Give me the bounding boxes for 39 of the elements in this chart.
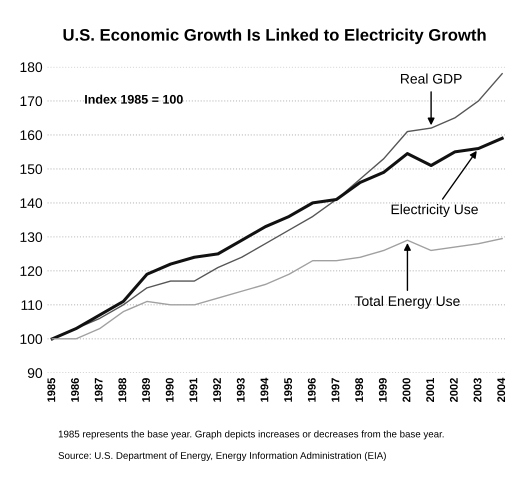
x-tick-label: 1996 bbox=[308, 378, 316, 402]
x-tick-label: 1992 bbox=[213, 378, 221, 402]
x-tick-label: 1995 bbox=[284, 378, 292, 402]
annotation: Total Energy Use bbox=[354, 296, 460, 309]
y-tick-label: 120 bbox=[20, 266, 42, 276]
x-tick-label: 1999 bbox=[378, 378, 387, 402]
x-tick-label: 1989 bbox=[142, 378, 150, 402]
source-note: Source: U.S. Department of Energy, Energy Information Administration (EIA) bbox=[58, 452, 386, 461]
x-tick-label: 1998 bbox=[355, 378, 364, 402]
text: 1985 represents the base year. Graph depicts increases or decreases from the base year. bbox=[58, 430, 444, 440]
x-tick-label: 2002 bbox=[450, 378, 458, 402]
x-tick-label: 1991 bbox=[189, 378, 198, 402]
x-tick-label: 1987 bbox=[94, 378, 103, 402]
x-tick-label: 1985 bbox=[47, 378, 56, 402]
y-tick-label: 160 bbox=[20, 130, 42, 140]
x-tick-label: 1997 bbox=[332, 378, 340, 402]
y-tick-label: 100 bbox=[20, 334, 42, 344]
x-tick-label: 1988 bbox=[118, 378, 126, 402]
x-tick-label: 1986 bbox=[71, 378, 79, 402]
y-tick-label: 180 bbox=[20, 62, 42, 72]
x-tick-label: 2004 bbox=[497, 378, 506, 402]
y-tick-label: 150 bbox=[20, 164, 42, 174]
x-tick-label: 1993 bbox=[236, 378, 245, 402]
line-series bbox=[50, 136, 504, 340]
y-tick-label: 130 bbox=[20, 232, 42, 242]
annotation: Index 1985 = 100 bbox=[85, 94, 183, 104]
y-tick-label: 90 bbox=[28, 368, 42, 378]
annotation: Electricity Use bbox=[392, 204, 478, 217]
y-tick-label: 140 bbox=[20, 198, 42, 208]
x-tick-label: 1990 bbox=[166, 378, 174, 402]
x-tick-label: 1994 bbox=[260, 378, 268, 402]
x-tick-label: 2001 bbox=[426, 378, 434, 402]
annotation: Real GDP bbox=[400, 73, 462, 84]
line-series bbox=[52, 238, 503, 340]
y-tick-label: 110 bbox=[22, 300, 42, 310]
y-tick-label: 170 bbox=[20, 96, 42, 106]
x-tick-label: 2000 bbox=[402, 378, 410, 402]
chart-title: U.S. Economic Growth Is Linked to Electricity Growth bbox=[64, 28, 486, 44]
x-tick-label: 2003 bbox=[474, 378, 482, 402]
